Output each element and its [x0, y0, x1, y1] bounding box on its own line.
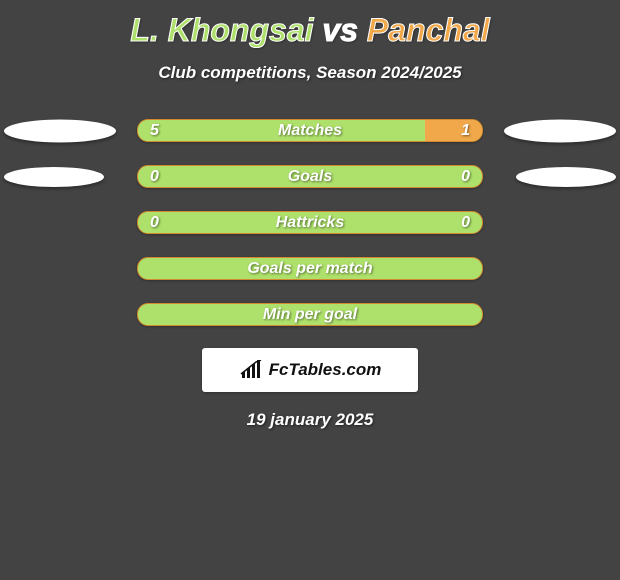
stat-row: Min per goal [0, 303, 620, 326]
title: L. Khongsai vs Panchal [0, 0, 620, 49]
stat-label: Matches [138, 120, 482, 141]
date-text: 19 january 2025 [0, 410, 620, 430]
stat-label: Goals per match [138, 258, 482, 279]
stat-row: Matches5 1 [0, 119, 620, 142]
player2-ellipse [504, 119, 616, 142]
comparison-infographic: L. Khongsai vs Panchal Club competitions… [0, 0, 620, 580]
stat-row: Goals0 0 [0, 165, 620, 188]
player2-name: Panchal [367, 12, 490, 48]
stat-value-player2: 0 [461, 212, 470, 233]
stat-value-player2: 0 [461, 166, 470, 187]
vs-text: vs [322, 12, 358, 48]
stat-bar: Matches5 1 [137, 119, 483, 142]
stat-row: Hattricks0 0 [0, 211, 620, 234]
stat-label: Min per goal [138, 304, 482, 325]
stat-bar: Goals per match [137, 257, 483, 280]
stat-value-player2: 1 [461, 120, 470, 141]
stat-bar: Hattricks0 0 [137, 211, 483, 234]
stat-value-player1: 0 [150, 166, 159, 187]
stat-row: Goals per match [0, 257, 620, 280]
brand-chart-icon [239, 360, 265, 380]
brand-box: FcTables.com [202, 348, 418, 392]
stat-value-player1: 0 [150, 212, 159, 233]
stat-label: Goals [138, 166, 482, 187]
player1-ellipse [4, 119, 116, 142]
player2-ellipse [516, 167, 616, 187]
player1-name: L. Khongsai [130, 12, 313, 48]
brand-text: FcTables.com [269, 360, 382, 380]
stat-value-player1: 5 [150, 120, 159, 141]
player1-ellipse [4, 167, 104, 187]
stat-label: Hattricks [138, 212, 482, 233]
stat-rows: Matches51Goals00Hattricks00Goals per mat… [0, 119, 620, 326]
brand-inner: FcTables.com [239, 360, 382, 380]
stat-bar: Goals0 0 [137, 165, 483, 188]
subtitle: Club competitions, Season 2024/2025 [0, 63, 620, 83]
stat-bar: Min per goal [137, 303, 483, 326]
